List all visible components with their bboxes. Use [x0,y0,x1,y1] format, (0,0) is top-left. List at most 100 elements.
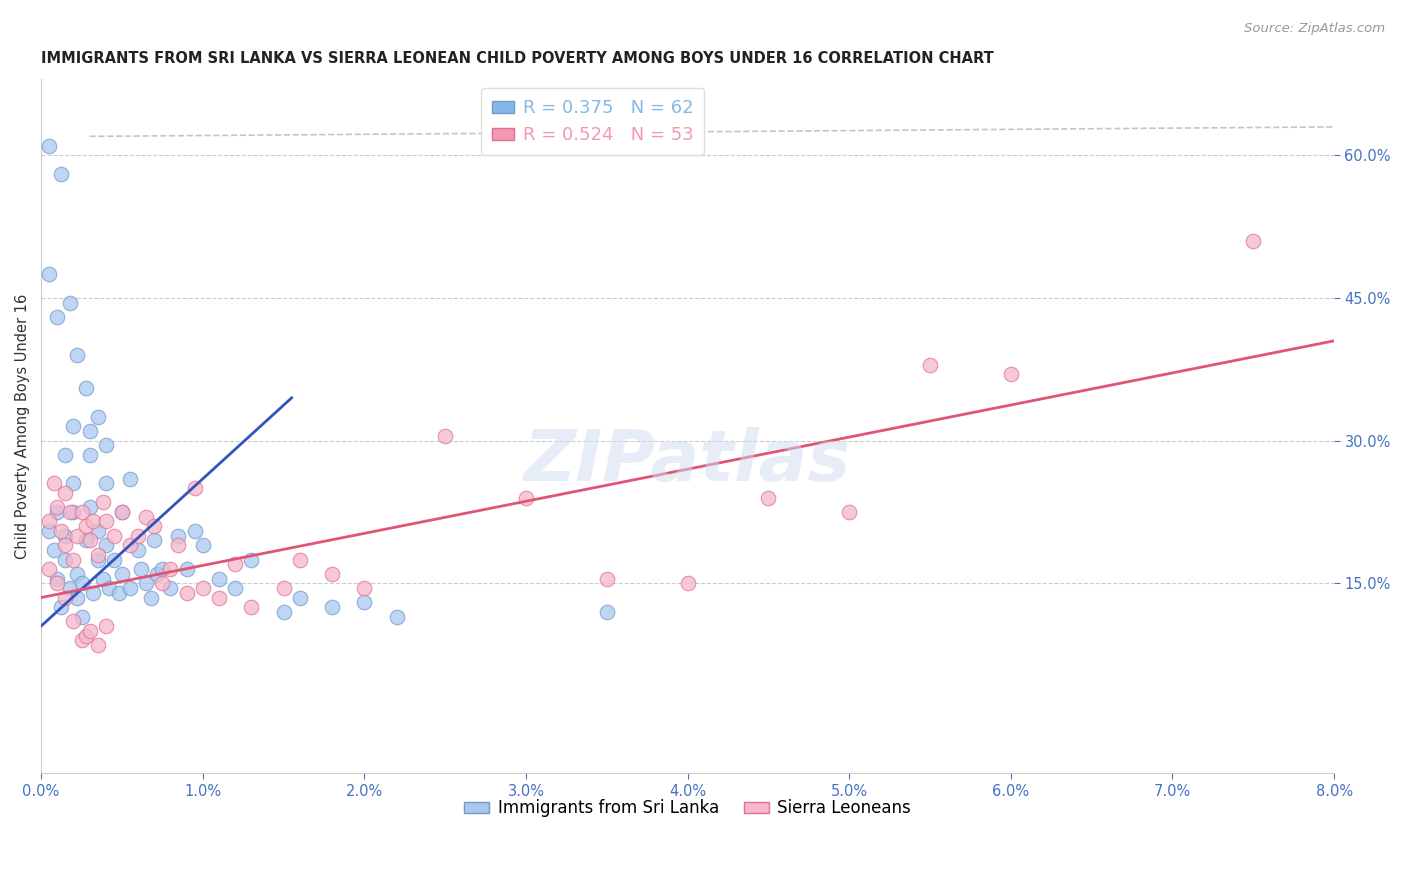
Point [321,566,343,581]
Point [94,476,117,491]
Point [111,505,134,519]
Point [75,519,97,533]
Point [596,572,619,586]
Point [70,609,93,624]
Point [150,576,173,591]
Point [79,500,101,515]
Point [127,529,149,543]
Point [918,358,941,372]
Point [118,538,141,552]
Point [70,633,93,648]
Point [94,619,117,633]
Point [59,295,82,310]
Y-axis label: Child Poverty Among Boys Under 16: Child Poverty Among Boys Under 16 [15,293,30,559]
Point [240,600,263,615]
Point [103,552,125,566]
Point [159,581,181,595]
Point [66,348,89,362]
Point [596,605,619,619]
Point [46,576,69,591]
Point [59,581,82,595]
Point [86,552,108,566]
Point [86,409,108,424]
Point [139,591,162,605]
Point [111,566,134,581]
Point [191,538,214,552]
Point [53,529,76,543]
Point [167,529,190,543]
Point [62,505,84,519]
Point [49,168,72,182]
Point [758,491,780,505]
Text: ZIPatlas: ZIPatlas [524,426,851,496]
Point [1241,234,1264,248]
Point [159,562,181,576]
Point [183,524,205,538]
Point [118,581,141,595]
Point [98,581,121,595]
Point [353,581,375,595]
Point [46,500,69,515]
Point [53,591,76,605]
Point [70,576,93,591]
Point [208,572,231,586]
Point [38,524,60,538]
Point [434,429,457,443]
Point [38,139,60,153]
Point [75,629,97,643]
Point [167,538,190,552]
Point [62,476,84,491]
Point [86,548,108,562]
Point [208,591,231,605]
Point [143,533,166,548]
Point [288,591,311,605]
Point [62,615,84,629]
Point [240,552,263,566]
Point [94,538,117,552]
Point [46,572,69,586]
Point [38,562,60,576]
Point [191,581,214,595]
Point [107,586,129,600]
Point [79,624,101,638]
Point [838,505,860,519]
Point [75,533,97,548]
Point [79,448,101,462]
Point [75,381,97,395]
Point [131,562,153,576]
Point [146,566,169,581]
Point [38,515,60,529]
Point [273,605,295,619]
Point [135,576,157,591]
Point [86,524,108,538]
Point [183,481,205,495]
Point [224,558,246,572]
Point [135,509,157,524]
Point [46,505,69,519]
Point [42,476,65,491]
Point [273,581,295,595]
Point [176,562,198,576]
Point [62,552,84,566]
Point [70,505,93,519]
Point [38,267,60,281]
Point [91,495,114,509]
Point [42,543,65,558]
Point [66,566,89,581]
Point [86,638,108,652]
Point [676,576,699,591]
Point [118,472,141,486]
Point [321,600,343,615]
Point [94,515,117,529]
Point [176,586,198,600]
Point [62,419,84,434]
Point [53,552,76,566]
Point [59,505,82,519]
Point [53,538,76,552]
Point [1000,367,1022,381]
Point [288,552,311,566]
Point [224,581,246,595]
Text: Source: ZipAtlas.com: Source: ZipAtlas.com [1244,22,1385,36]
Point [79,424,101,438]
Point [515,491,537,505]
